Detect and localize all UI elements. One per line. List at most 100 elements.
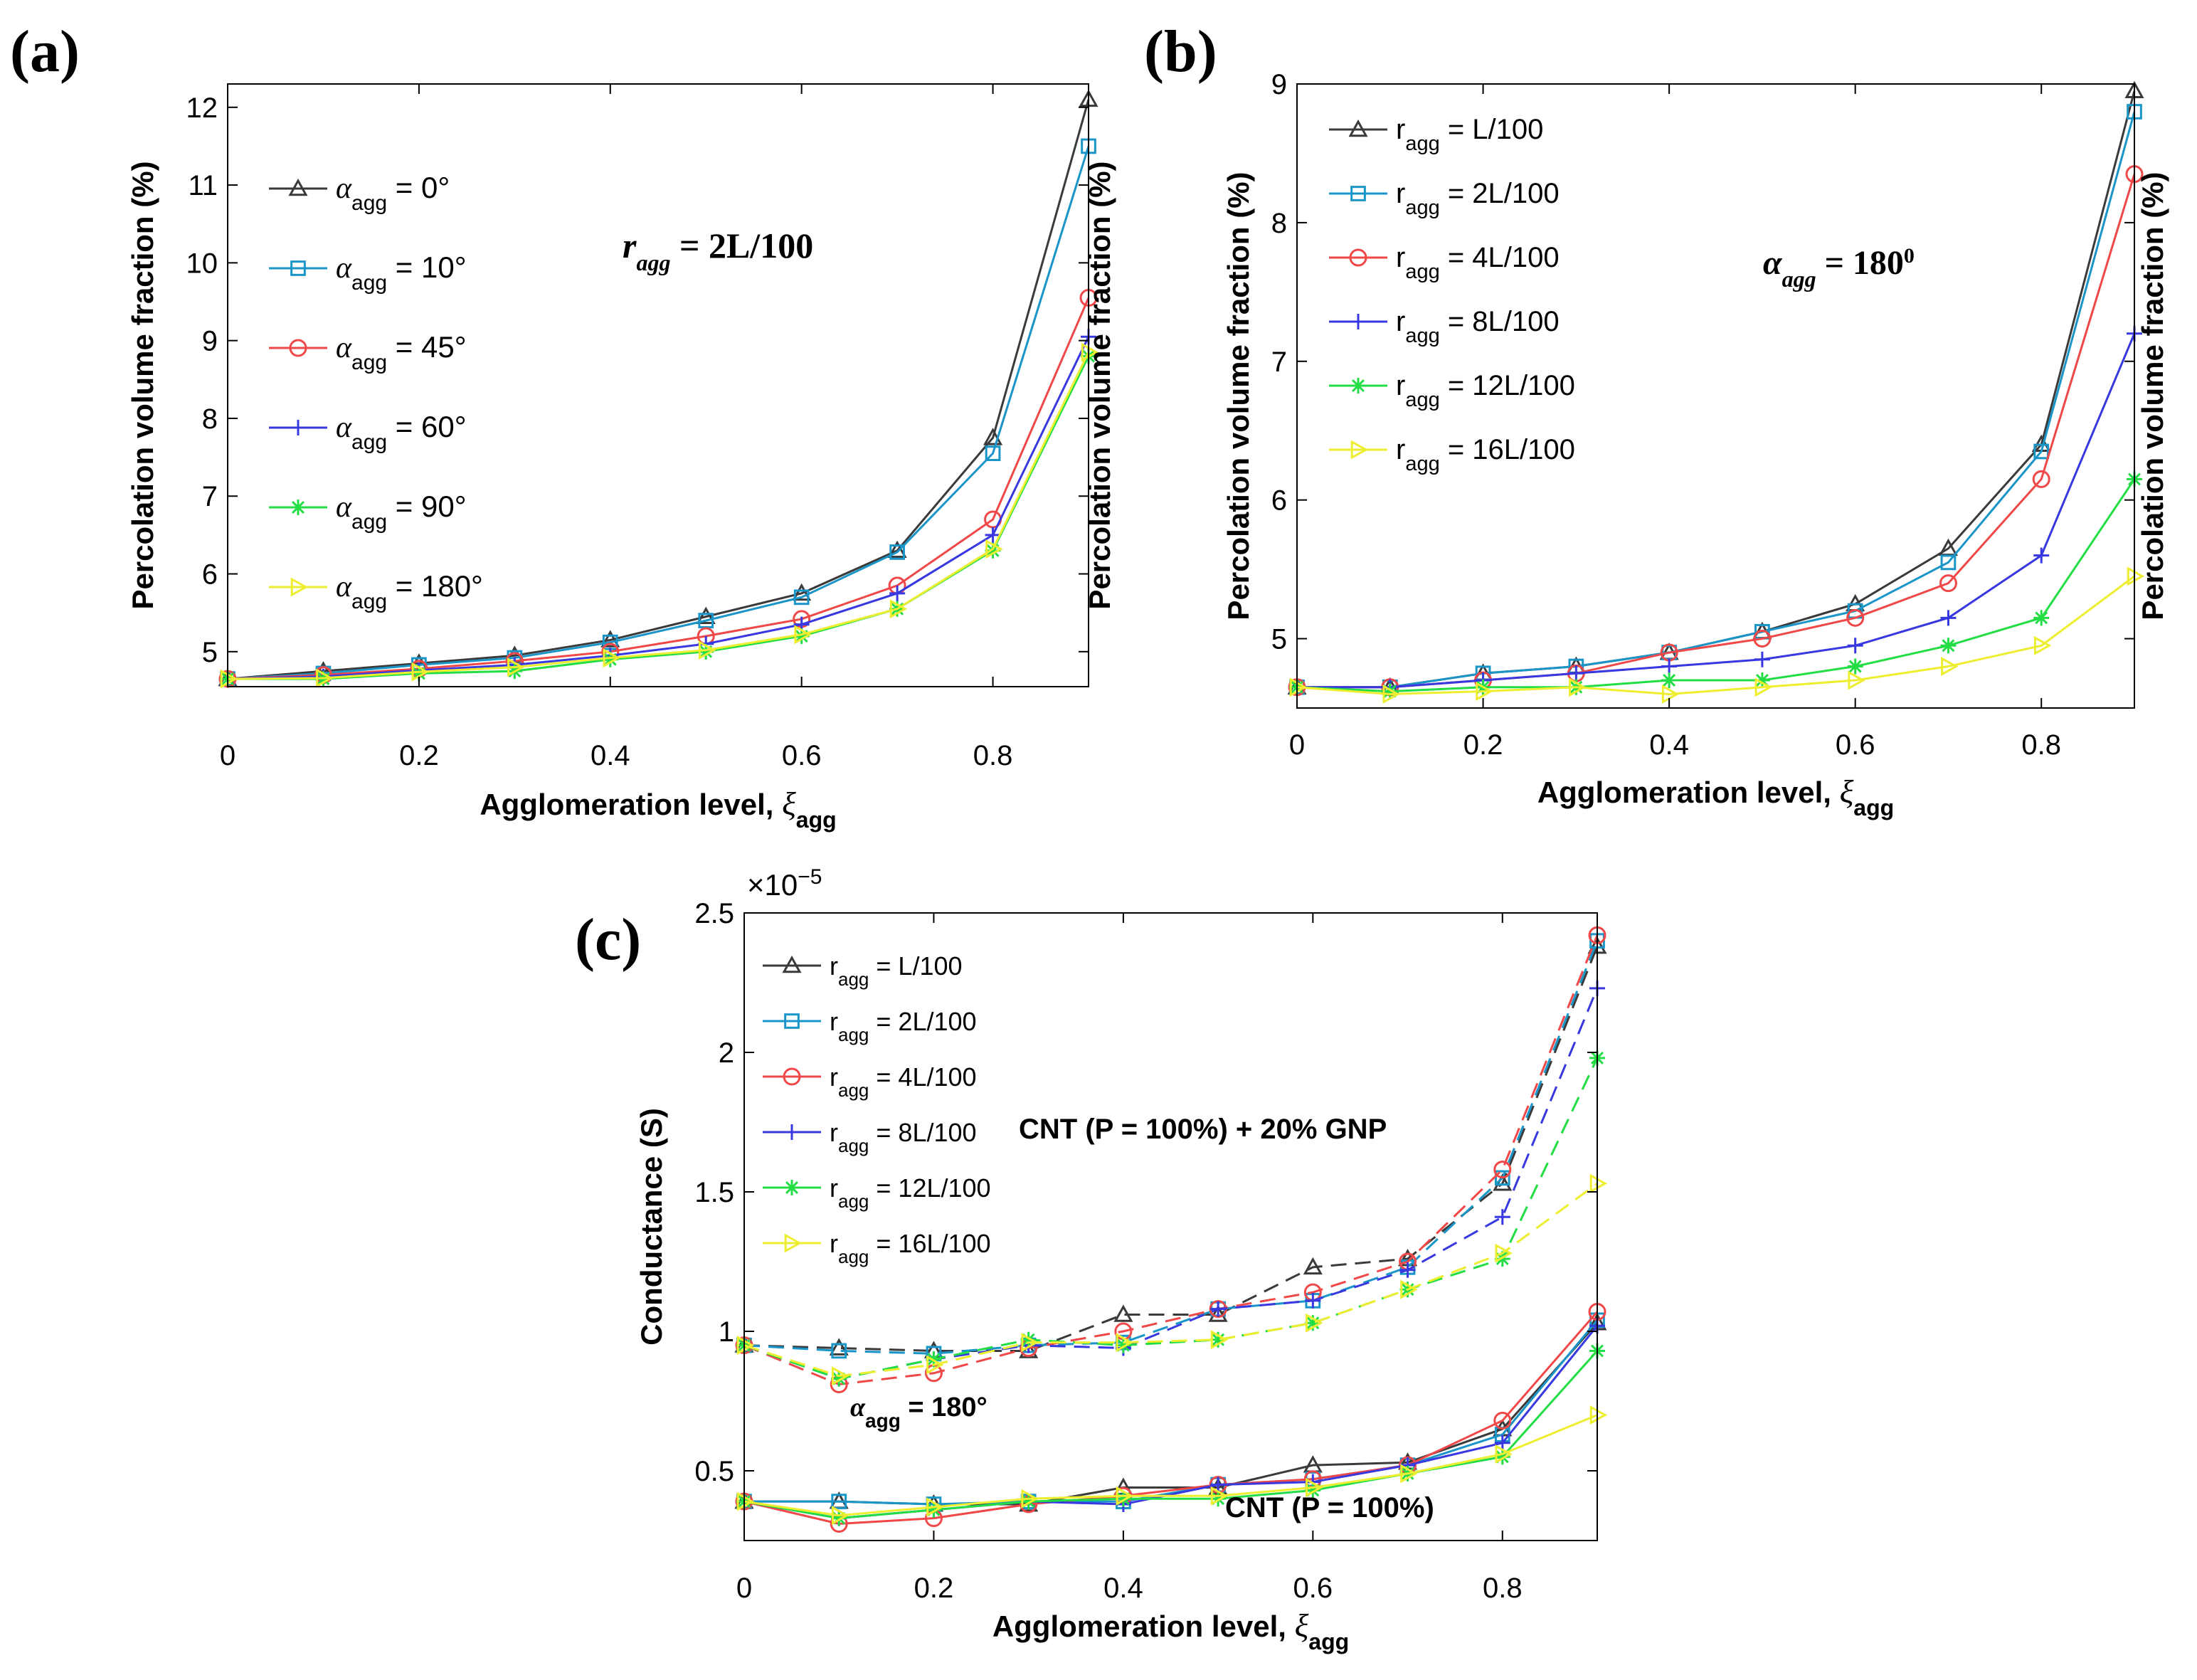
chart-b-legend-marker-1 (1350, 186, 1366, 201)
panel-label-c: (c) (575, 907, 641, 973)
chart-a-plot-frame (227, 83, 1089, 687)
chart-b-legend-subscript-5: agg (1405, 453, 1439, 475)
chart-b-series-3-point-8 (2033, 547, 2050, 564)
chart-b-legend-value-2: = 4L/100 (1440, 242, 1560, 273)
chart-b-legend-symbol-4: r (1396, 370, 1405, 401)
chart-c-series-5-point-7-shape (1400, 1279, 1418, 1299)
chart-b-legend-label-1: ragg = 2L/100 (1396, 178, 1560, 219)
chart-c-legend-marker-2 (783, 1067, 801, 1086)
chart-a-series-0-point-4 (600, 630, 620, 648)
chart-c-series-11-point-1-shape (831, 1506, 849, 1526)
chart-a-legend-marker-0-shape (288, 178, 308, 196)
chart-a-annotation-value: = 2L/100 (670, 226, 813, 265)
chart-c-series-1-point-8 (1494, 1170, 1510, 1186)
chart-a-series-5-point-4 (603, 648, 620, 668)
chart-a-legend-marker-3-shape (290, 420, 306, 435)
chart-a-series-line-3 (227, 336, 1090, 680)
chart-b-series-3-point-6 (1847, 638, 1863, 654)
chart-b-x-axis-title: Agglomeration level, ξagg (1537, 773, 1894, 820)
chart-b-legend-symbol-0: r (1396, 114, 1405, 145)
chart-c-series-11-point-5 (1210, 1486, 1229, 1506)
chart-c-series-9-point-8 (1494, 1435, 1510, 1451)
chart-b-series-5-point-5 (1754, 677, 1772, 697)
chart-c-series-2-point-8 (1493, 1161, 1512, 1179)
chart-a-legend-symbol-1: α (336, 252, 352, 285)
chart-b-series-line-5 (1296, 575, 2135, 696)
chart-a-legend-label-5: αagg = 180° (336, 569, 483, 613)
chart-b-series-5-point-3 (1569, 677, 1587, 697)
chart-c-series-5-point-1 (831, 1366, 849, 1386)
chart-a-series-4-point-4-shape (602, 651, 618, 667)
chart-c-series-3-point-6-shape (1305, 1292, 1321, 1309)
chart-b-legend-symbol-5: r (1396, 434, 1405, 465)
chart-b-series-1-point-7 (1940, 554, 1957, 571)
chart-a-legend-label-4: αagg = 90° (336, 490, 467, 534)
chart-b-y-tick-label: 5 (1271, 624, 1287, 655)
chart-a-legend-subscript-3: agg (351, 430, 387, 454)
chart-b-series-5-point-9 (2127, 566, 2145, 586)
chart-b-series-3-point-4 (1661, 658, 1678, 675)
chart-a-x-axis-title-subscript: agg (796, 807, 837, 833)
chart-b-series-2-point-5 (1753, 630, 1772, 648)
chart-b-series-5-point-4-shape (1661, 684, 1680, 704)
chart-b-series-5-point-3-shape (1569, 677, 1587, 697)
chart-c-legend-label-4: ragg = 12L/100 (830, 1173, 991, 1212)
chart-a-y-tick-label: 8 (202, 403, 218, 435)
chart-a-series-0-point-8-shape (983, 428, 1003, 445)
chart-b-series-1-point-7-shape (1940, 554, 1957, 571)
chart-a-legend-value-2: = 45° (387, 330, 466, 364)
chart-c-x-axis-title-subscript: agg (1308, 1629, 1349, 1654)
chart-a-series-1-point-8 (985, 445, 1001, 461)
chart-c-series-8-point-8-shape (1493, 1411, 1512, 1430)
chart-c-y-multiplier: ×10−5 (747, 865, 822, 902)
chart-a-legend-label-1: αagg = 10° (336, 250, 467, 295)
chart-a-legend-symbol-5: α (336, 571, 352, 603)
chart-a-series-1-point-6-shape (793, 589, 810, 606)
chart-c-legend-value-4: = 12L/100 (869, 1173, 990, 1203)
chart-b-legend-label-2: ragg = 4L/100 (1396, 242, 1560, 283)
chart-b-legend-marker-2-shape (1349, 248, 1367, 267)
chart-c-y-multiplier-base: ×10 (747, 868, 798, 902)
chart-c-series-0-point-6-shape (1303, 1257, 1323, 1275)
chart-a-legend-marker-2 (289, 339, 307, 357)
chart-c-y-tick-label: 2 (719, 1037, 734, 1069)
chart-b-series-4-point-4 (1661, 672, 1678, 689)
chart-c-series-4-point-6 (1305, 1315, 1321, 1331)
chart-b-series-4-point-7 (1940, 638, 1957, 654)
chart-b-series-5-point-1 (1382, 684, 1400, 704)
chart-b-legend-marker-2 (1349, 248, 1367, 267)
chart-b-y-tick-label: 9 (1271, 69, 1287, 100)
chart-c-annotation-alpha: αagg = 180° (850, 1393, 988, 1432)
chart-c-series-4-point-1-shape (831, 1370, 847, 1387)
chart-b-x-axis-title-main: Agglomeration level, (1537, 776, 1840, 809)
chart-c-series-11-point-9-shape (1589, 1405, 1608, 1425)
chart-a-series-0-point-6 (792, 583, 812, 601)
chart-b-legend-value-0: = L/100 (1440, 114, 1544, 145)
chart-a-series-0-point-8 (983, 428, 1003, 445)
chart-b-legend-value-4: = 12L/100 (1440, 370, 1575, 401)
chart-a-legend-value-4: = 90° (387, 490, 466, 523)
chart-b-series-3-point-7-shape (1940, 610, 1957, 626)
chart-a-legend-label-2: αagg = 45° (336, 330, 467, 374)
chart-c-legend-marker-3 (784, 1124, 800, 1140)
chart-c-legend-symbol-2: r (830, 1062, 838, 1092)
chart-a-legend-subscript-2: agg (351, 351, 387, 374)
chart-b-series-4-point-5-shape (1754, 672, 1770, 689)
chart-c-legend-label-2: ragg = 4L/100 (830, 1062, 977, 1101)
chart-c-series-11-point-9 (1589, 1405, 1608, 1425)
chart-a-series-5-point-8-shape (985, 539, 1003, 559)
chart-c-series-10-point-8-shape (1494, 1449, 1510, 1465)
chart-c-series-5-point-8 (1495, 1243, 1513, 1263)
chart-a-series-4-point-8 (985, 542, 1001, 559)
chart-c-series-7-point-1 (831, 1494, 847, 1509)
chart-c-legend-subscript-4: agg (838, 1190, 869, 1212)
chart-c-series-7-point-1-shape (831, 1494, 847, 1509)
chart-b-annotation-superscript: 0 (1904, 244, 1915, 268)
chart-a-legend-marker-1 (290, 260, 306, 276)
chart-a-series-5-point-0 (220, 669, 238, 689)
chart-b-legend-symbol-1: r (1396, 178, 1405, 209)
chart-c-y-multiplier-exponent: −5 (798, 865, 822, 889)
